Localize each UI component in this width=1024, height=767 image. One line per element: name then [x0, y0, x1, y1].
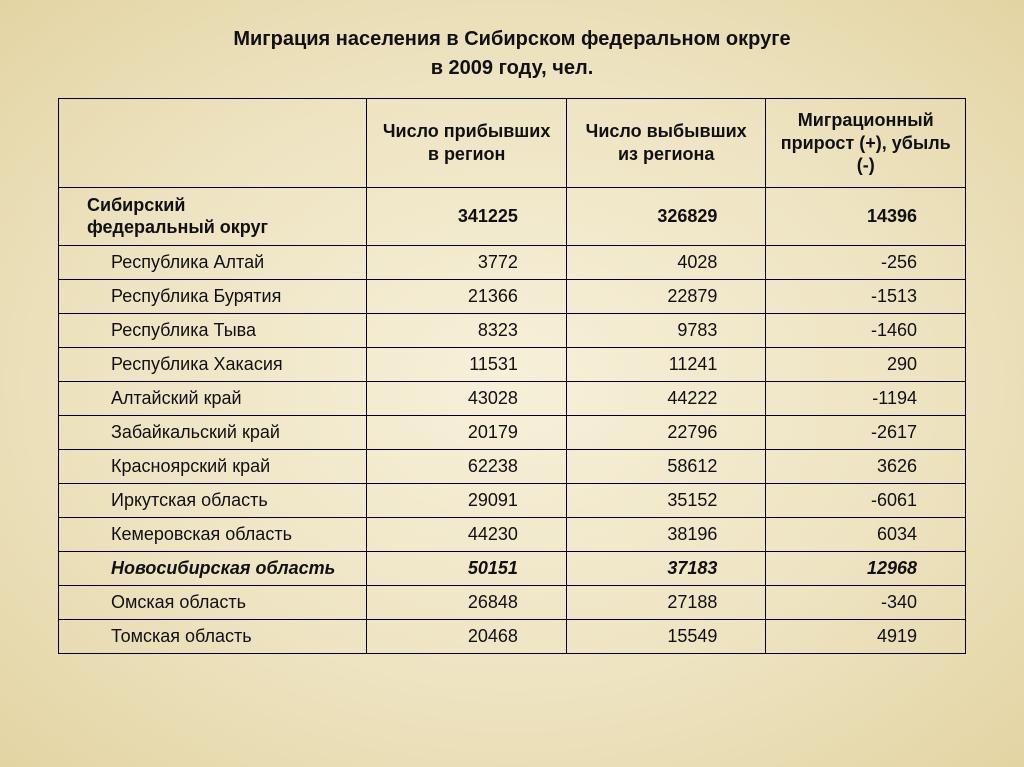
table-row: Омская область2684827188-340	[59, 585, 966, 619]
table-row: Республика Тыва83239783-1460	[59, 313, 966, 347]
row-departures: 4028	[566, 245, 766, 279]
col-header-departures: Число выбывших из региона	[566, 99, 766, 188]
row-arrivals: 50151	[367, 551, 567, 585]
row-arrivals: 20179	[367, 415, 567, 449]
row-name: Республика Бурятия	[59, 279, 367, 313]
row-departures: 27188	[566, 585, 766, 619]
row-net: -6061	[766, 483, 966, 517]
row-net: -1513	[766, 279, 966, 313]
row-name: Омская область	[59, 585, 367, 619]
table-total-row: Сибирскийфедеральный округ 341225 326829…	[59, 187, 966, 245]
row-name: Алтайский край	[59, 381, 367, 415]
page-title-line2: в 2009 году, чел.	[58, 57, 966, 80]
row-net: 3626	[766, 449, 966, 483]
row-name: Забайкальский край	[59, 415, 367, 449]
page: Миграция населения в Сибирском федеральн…	[0, 0, 1024, 767]
row-name: Томская область	[59, 619, 367, 653]
row-net: -256	[766, 245, 966, 279]
row-arrivals: 26848	[367, 585, 567, 619]
row-arrivals: 3772	[367, 245, 567, 279]
row-departures: 35152	[566, 483, 766, 517]
table-row: Забайкальский край2017922796-2617	[59, 415, 966, 449]
row-departures: 22796	[566, 415, 766, 449]
row-departures: 38196	[566, 517, 766, 551]
total-departures: 326829	[566, 187, 766, 245]
row-arrivals: 11531	[367, 347, 567, 381]
row-arrivals: 20468	[367, 619, 567, 653]
row-net: -2617	[766, 415, 966, 449]
row-net: 12968	[766, 551, 966, 585]
table-header-row: Число прибывших в регион Число выбывших …	[59, 99, 966, 188]
table-row: Республика Хакасия1153111241290	[59, 347, 966, 381]
row-arrivals: 29091	[367, 483, 567, 517]
table-row: Кемеровская область44230381966034	[59, 517, 966, 551]
total-arrivals: 341225	[367, 187, 567, 245]
total-name: Сибирскийфедеральный округ	[59, 187, 367, 245]
row-net: 6034	[766, 517, 966, 551]
row-departures: 22879	[566, 279, 766, 313]
table-row: Республика Алтай37724028-256	[59, 245, 966, 279]
migration-table: Число прибывших в регион Число выбывших …	[58, 98, 966, 654]
table-row: Алтайский край4302844222-1194	[59, 381, 966, 415]
row-net: -1194	[766, 381, 966, 415]
row-net: 290	[766, 347, 966, 381]
row-net: -1460	[766, 313, 966, 347]
row-arrivals: 44230	[367, 517, 567, 551]
row-departures: 58612	[566, 449, 766, 483]
page-title-line1: Миграция населения в Сибирском федеральн…	[58, 26, 966, 53]
table-row: Иркутская область2909135152-6061	[59, 483, 966, 517]
row-arrivals: 8323	[367, 313, 567, 347]
row-name: Республика Алтай	[59, 245, 367, 279]
row-departures: 37183	[566, 551, 766, 585]
row-name: Республика Тыва	[59, 313, 367, 347]
col-header-arrivals: Число прибывших в регион	[367, 99, 567, 188]
table-row: Новосибирская область501513718312968	[59, 551, 966, 585]
row-departures: 11241	[566, 347, 766, 381]
col-header-net: Миграционный прирост (+), убыль (-)	[766, 99, 966, 188]
table-row: Республика Бурятия2136622879-1513	[59, 279, 966, 313]
row-net: 4919	[766, 619, 966, 653]
row-arrivals: 21366	[367, 279, 567, 313]
row-name: Республика Хакасия	[59, 347, 367, 381]
table-row: Томская область20468155494919	[59, 619, 966, 653]
row-name: Иркутская область	[59, 483, 367, 517]
row-arrivals: 62238	[367, 449, 567, 483]
row-arrivals: 43028	[367, 381, 567, 415]
row-name: Красноярский край	[59, 449, 367, 483]
row-departures: 9783	[566, 313, 766, 347]
col-header-name	[59, 99, 367, 188]
total-net: 14396	[766, 187, 966, 245]
row-name: Кемеровская область	[59, 517, 367, 551]
row-departures: 15549	[566, 619, 766, 653]
row-departures: 44222	[566, 381, 766, 415]
row-net: -340	[766, 585, 966, 619]
row-name: Новосибирская область	[59, 551, 367, 585]
table-row: Красноярский край62238586123626	[59, 449, 966, 483]
